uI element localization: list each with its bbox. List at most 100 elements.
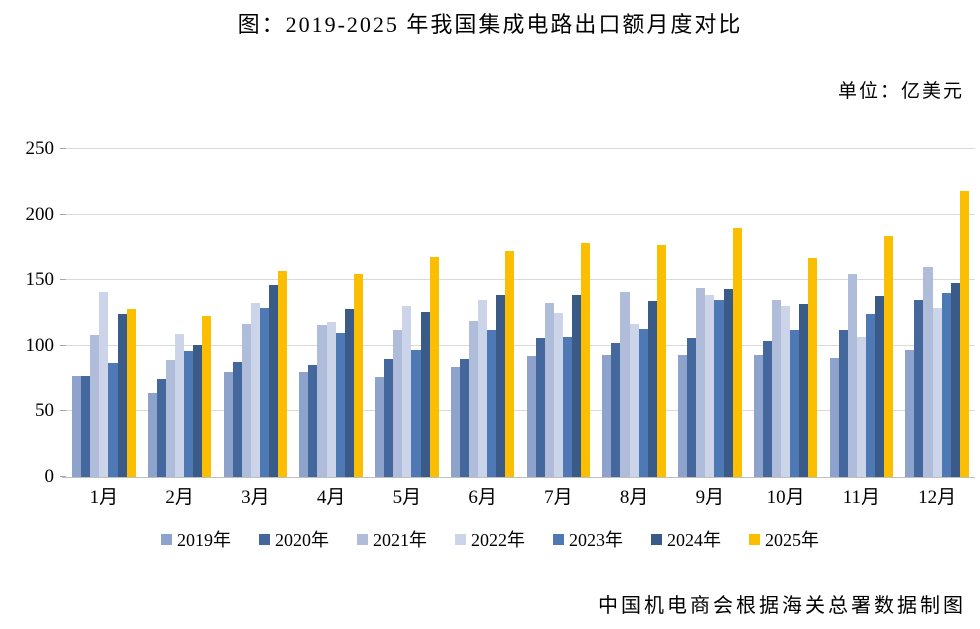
legend: 2019年 2020年 2021年 2022年 2023年 2024年 2025年	[0, 526, 980, 552]
bar-2021年-1月	[90, 335, 100, 477]
legend-swatch-2024年	[651, 533, 662, 545]
bar-2025年-3月	[278, 271, 288, 477]
bar-2021年-6月	[468, 320, 479, 477]
legend-item-2021年: 2021年	[357, 526, 427, 552]
bar-2025年-5月	[429, 256, 439, 477]
bar-2022年-1月	[99, 292, 109, 477]
bar-2025年-1月	[126, 309, 136, 477]
y-tick-250	[60, 148, 66, 149]
y-axis-label-250: 250	[25, 138, 55, 159]
bar-2022年-3月	[250, 302, 260, 477]
bar-2020年-2月	[156, 378, 166, 477]
bar-2022年-6月	[478, 299, 488, 477]
bar-2023年-3月	[259, 307, 270, 477]
bar-2020年-7月	[535, 337, 545, 477]
x-axis-label-5月: 5月	[392, 487, 422, 508]
y-axis-label-0: 0	[44, 466, 55, 487]
bar-2022年-8月	[629, 323, 639, 477]
bar-2020年-12月	[914, 299, 924, 477]
legend-item-2022年: 2022年	[455, 526, 525, 552]
y-axis-label-200: 200	[25, 203, 55, 225]
bar-2020年-4月	[308, 365, 318, 477]
bar-2023年-10月	[790, 330, 800, 477]
bar-2020年-6月	[459, 358, 469, 477]
x-axis-label-9月: 9月	[695, 487, 725, 508]
bar-2019年-10月	[753, 354, 763, 477]
bar-2023年-7月	[562, 336, 573, 477]
legend-item-2025年: 2025年	[749, 526, 819, 552]
bar-2021年-7月	[544, 302, 554, 477]
y-tick-150	[60, 279, 66, 281]
bar-2022年-4月	[326, 322, 336, 477]
legend-label-2019年: 2019年	[177, 530, 231, 550]
bar-2019年-3月	[223, 372, 233, 477]
gridline-150	[66, 279, 975, 281]
bar-2019年-8月	[602, 354, 612, 477]
bar-2022年-12月	[932, 307, 942, 477]
bar-2021年-9月	[696, 288, 706, 477]
legend-swatch-2023年	[553, 533, 564, 545]
bar-2019年-9月	[678, 354, 688, 477]
gridline-250	[66, 148, 975, 149]
bar-2022年-7月	[553, 313, 563, 477]
x-axis-label-4月: 4月	[316, 487, 346, 508]
legend-item-2023年: 2023年	[553, 526, 623, 552]
x-axis-label-11月: 11月	[842, 487, 881, 508]
legend-label-2023年: 2023年	[569, 530, 623, 550]
x-axis-label-10月: 10月	[766, 487, 805, 508]
y-axis-label-100: 100	[25, 334, 55, 356]
bar-2023年-2月	[184, 351, 194, 477]
x-axis-label-3月: 3月	[241, 487, 270, 508]
legend-label-2020年: 2020年	[275, 530, 329, 550]
bar-2024年-8月	[647, 301, 657, 477]
legend-item-2020年: 2020年	[259, 526, 329, 552]
y-axis-label-50: 50	[35, 400, 54, 422]
bar-2024年-2月	[193, 344, 203, 477]
y-tick-100	[60, 344, 66, 346]
bar-2020年-3月	[232, 361, 242, 477]
bar-2024年-3月	[269, 285, 279, 477]
bar-2022年-9月	[705, 294, 715, 477]
bar-2021年-4月	[317, 324, 327, 477]
bar-2025年-11月	[884, 235, 894, 477]
legend-swatch-2019年	[161, 533, 172, 545]
bar-2019年-4月	[299, 372, 309, 477]
bar-2021年-3月	[241, 323, 251, 477]
bar-2023年-6月	[487, 330, 497, 477]
y-tick-50	[60, 410, 66, 412]
legend-swatch-2021年	[357, 533, 368, 545]
gridline-200	[66, 213, 975, 215]
bar-2020年-9月	[687, 337, 697, 477]
x-axis-label-2月: 2月	[165, 487, 194, 508]
bar-2021年-11月	[847, 273, 857, 477]
bar-2024年-9月	[723, 289, 733, 477]
bar-2024年-4月	[344, 309, 354, 477]
gridline-50	[66, 410, 975, 412]
y-tick-0	[60, 476, 66, 477]
bar-2019年-2月	[147, 393, 157, 477]
bar-2019年-1月	[72, 375, 82, 477]
bar-2025年-7月	[581, 243, 591, 477]
bar-2025年-12月	[959, 190, 969, 477]
legend-swatch-2020年	[259, 533, 270, 545]
x-axis-label-6月: 6月	[468, 487, 497, 508]
bar-2021年-5月	[393, 330, 403, 477]
bar-2024年-1月	[117, 314, 127, 477]
bar-2025年-4月	[353, 273, 363, 477]
bar-2025年-2月	[202, 315, 212, 477]
unit-label: 单位：亿美元	[837, 81, 964, 102]
bar-2019年-7月	[526, 356, 536, 477]
bar-2024年-7月	[572, 294, 582, 477]
chart-title: 图：2019-2025 年我国集成电路出口额月度对比	[237, 12, 743, 37]
plot-area	[60, 148, 975, 478]
legend-label-2024年: 2024年	[667, 530, 721, 550]
legend-item-2024年: 2024年	[651, 526, 721, 552]
source-note: 中国机电商会根据海关总署数据制图	[598, 595, 966, 617]
bar-2024年-10月	[799, 303, 809, 477]
legend-label-2022年: 2022年	[471, 530, 525, 550]
bar-2020年-8月	[611, 343, 621, 477]
bar-2023年-8月	[638, 328, 648, 477]
bar-2022年-11月	[856, 336, 866, 477]
y-axis-label-150: 150	[25, 269, 55, 291]
bar-2019年-5月	[375, 377, 385, 477]
